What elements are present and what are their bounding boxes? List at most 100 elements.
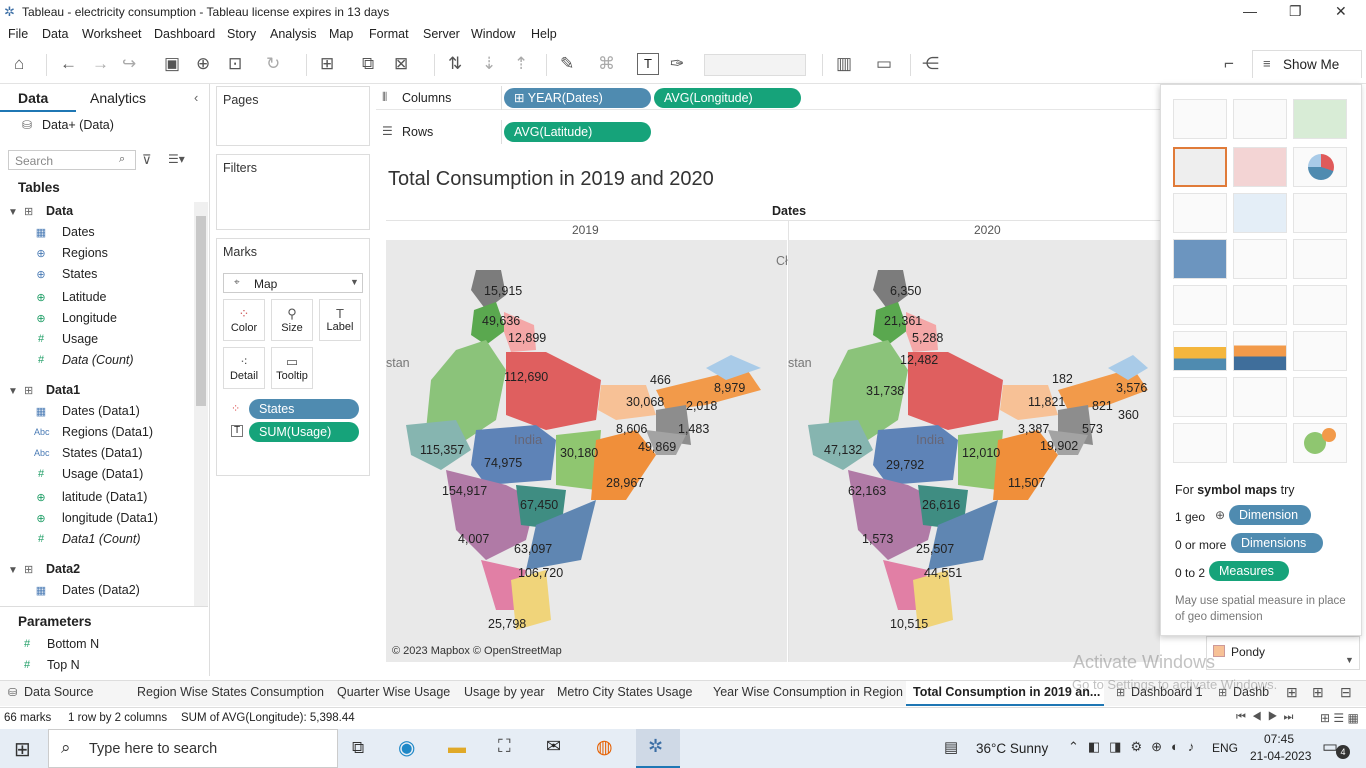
columns-shelf[interactable]: ⦀ Columns ⊞ YEAR(Dates) AVG(Longitude) [376,86,1160,110]
menu-server[interactable]: Server [423,27,460,41]
task-view-icon[interactable]: ⧉ [352,738,365,757]
new-worksheet-tab-icon[interactable]: ⊞ [1286,684,1298,700]
new-datasource-icon[interactable]: ⊕ [196,54,211,73]
collapse-pane-icon[interactable]: ‹ [194,90,199,105]
mail-icon[interactable]: ✉ [546,736,562,756]
field-regions-data1[interactable]: Regions (Data1) [62,425,154,439]
detail-button[interactable]: ⁖ Detail [223,347,265,389]
tab-data[interactable]: Data [18,90,49,106]
menu-map[interactable]: Map [329,27,354,41]
chart-scatter[interactable] [1173,377,1227,417]
size-button[interactable]: ⚲ Size [271,299,313,341]
fit-dropdown[interactable] [704,54,806,76]
label-button[interactable]: T Label [319,299,361,341]
field-states-data1[interactable]: States (Data1) [62,446,143,460]
menu-analysis[interactable]: Analysis [270,27,317,41]
filters-card[interactable]: Filters [216,154,370,230]
notifications-icon[interactable]: ▭ [1322,737,1339,756]
menu-data[interactable]: Data [42,27,69,41]
maximize-icon[interactable]: ❐ [1289,3,1302,19]
field-usage[interactable]: Usage [62,332,99,346]
map-2019[interactable] [406,270,761,630]
datasource-name[interactable]: Data+ (Data) [42,118,114,132]
scrollbar[interactable] [194,202,208,606]
expand-icon[interactable]: ▼ [8,386,18,397]
chart-side-circles[interactable] [1293,239,1347,279]
tab-region-wise[interactable]: Region Wise States Consumption [137,685,324,699]
redo-icon[interactable]: → [92,54,109,73]
expand-icon[interactable]: ▼ [8,565,18,576]
sort-desc-icon[interactable]: ⇡ [514,54,529,73]
field-regions[interactable]: Regions [62,246,108,260]
field-data-count[interactable]: Data (Count) [62,353,134,367]
field-data1-count[interactable]: Data1 (Count) [62,532,141,546]
map-credit[interactable]: © 2023 Mapbox © OpenStreetMap [392,645,562,657]
sum-usage-pill[interactable]: SUM(Usage) [249,422,359,442]
field-dates-data2[interactable]: Dates (Data2) [62,583,140,597]
new-story-tab-icon[interactable]: ⊟ [1340,684,1352,700]
clock-time[interactable]: 07:45 [1264,732,1295,746]
presentation-icon[interactable]: ▭ [876,54,893,73]
system-tray-icons[interactable]: ⌃◧◨⚙⊕◐♪ [1068,739,1204,754]
save-icon[interactable]: ▣ [164,54,181,73]
field-usage-data1[interactable]: Usage (Data1) [62,467,144,481]
menu-file[interactable]: File [8,27,29,41]
menu-format[interactable]: Format [369,27,409,41]
chart-lines-continuous[interactable] [1173,285,1227,325]
tableau-taskbar-button[interactable]: ✲ [636,729,680,768]
chart-treemap[interactable] [1173,239,1227,279]
taskbar-search[interactable]: ⌕ Type here to search [48,729,338,768]
pin-icon[interactable]: ✑ [670,54,685,73]
legend-item[interactable]: Pondy [1231,645,1266,659]
map-2020[interactable] [808,270,1148,630]
chart-stacked-bars[interactable] [1233,193,1287,233]
weather-text[interactable]: 36°C Sunny [976,741,1049,756]
year-dates-pill[interactable]: ⊞ YEAR(Dates) [504,88,651,108]
mark-type-dropdown[interactable]: ⌖ Map ▼ [223,273,363,293]
scroll-down-icon[interactable]: ▼ [1345,655,1354,665]
chart-bullet[interactable] [1233,423,1287,463]
field-dates[interactable]: Dates [62,225,95,239]
chart-packed-bubbles[interactable] [1293,423,1347,463]
chart-horizontal-bars[interactable] [1173,193,1227,233]
field-latitude-data1[interactable]: latitude (Data1) [62,490,148,504]
table-data2[interactable]: Data2 [46,562,81,576]
parameter-bottom-n[interactable]: Bottom N [47,637,100,651]
states-pill[interactable]: States [249,399,359,419]
chart-highlight-table[interactable] [1293,99,1347,139]
tab-analytics[interactable]: Analytics [90,90,147,106]
close-icon[interactable]: ✕ [1335,3,1347,19]
chart-side-by-side-bars[interactable] [1293,193,1347,233]
show-me-button[interactable]: ≡ Show Me [1252,50,1362,78]
swap-icon[interactable]: ⇅ [448,54,463,73]
color-button[interactable]: ⁘ Color [223,299,265,341]
maps-svg[interactable] [386,240,1160,662]
highlight-icon[interactable]: ✎ [560,54,575,73]
filter-icon[interactable]: ⊽ [142,152,152,167]
menu-help[interactable]: Help [531,27,557,41]
menu-worksheet[interactable]: Worksheet [82,27,142,41]
language-indicator[interactable]: ENG [1212,741,1239,755]
field-dates-data1[interactable]: Dates (Data1) [62,404,140,418]
clear-sheet-icon[interactable]: ⊠ [394,54,409,73]
parameter-top-n[interactable]: Top N [47,658,80,672]
new-dashboard-tab-icon[interactable]: ⊞ [1312,684,1324,700]
field-longitude[interactable]: Longitude [62,311,117,325]
field-states[interactable]: States [62,267,98,281]
tab-quarter-wise[interactable]: Quarter Wise Usage [337,685,451,699]
sheet-navigation-icon[interactable]: ⏮◀▶⏭ [1236,711,1300,723]
pause-updates-icon[interactable]: ⊡ [228,54,243,73]
table-data1[interactable]: Data1 [46,383,81,397]
group-icon[interactable]: ⌘ [598,54,615,73]
chart-symbol-map[interactable] [1173,147,1227,187]
tab-total-consumption[interactable]: Total Consumption in 2019 an... [906,681,1104,706]
field-latitude[interactable]: Latitude [62,290,107,304]
share-icon[interactable]: ⋲ [922,54,939,73]
store-icon[interactable]: ⛶ [498,736,511,756]
clock-date[interactable]: 21-04-2023 [1250,749,1312,763]
view-options-icon[interactable]: ☰▾ [168,152,185,166]
firefox-icon[interactable]: ◍ [596,737,613,758]
sort-asc-icon[interactable]: ⇣ [482,54,497,73]
tab-dashboard-2[interactable]: Dashb [1233,685,1270,699]
menu-story[interactable]: Story [227,27,257,41]
